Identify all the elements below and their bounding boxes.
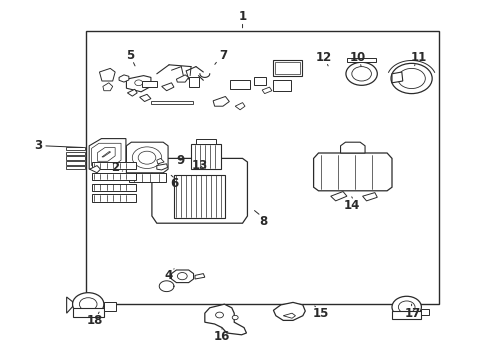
- Polygon shape: [126, 76, 151, 92]
- Text: 7: 7: [219, 49, 227, 62]
- Bar: [151, 101, 193, 104]
- Bar: [66, 161, 85, 165]
- Bar: [92, 184, 136, 191]
- Polygon shape: [314, 153, 392, 191]
- Bar: [66, 152, 85, 155]
- Bar: [104, 302, 116, 311]
- Text: 9: 9: [176, 154, 184, 167]
- Polygon shape: [195, 274, 205, 279]
- Bar: [189, 77, 199, 87]
- Bar: [142, 81, 157, 87]
- Circle shape: [232, 315, 238, 320]
- Text: 12: 12: [315, 51, 332, 64]
- Bar: [230, 80, 250, 89]
- Bar: [66, 166, 85, 169]
- Polygon shape: [162, 83, 174, 91]
- Bar: [254, 77, 266, 85]
- Circle shape: [216, 312, 223, 318]
- Polygon shape: [172, 270, 194, 283]
- Bar: [191, 144, 220, 169]
- Bar: [86, 31, 439, 304]
- Polygon shape: [157, 164, 168, 170]
- Polygon shape: [176, 75, 189, 82]
- Polygon shape: [152, 158, 247, 223]
- Text: 2: 2: [111, 161, 119, 174]
- Text: 8: 8: [260, 215, 268, 228]
- Bar: [275, 62, 300, 74]
- Polygon shape: [262, 87, 272, 94]
- Polygon shape: [103, 83, 113, 91]
- Bar: [392, 311, 421, 319]
- Bar: [347, 58, 376, 62]
- Circle shape: [391, 63, 432, 94]
- Circle shape: [135, 80, 143, 86]
- Text: 10: 10: [349, 51, 366, 64]
- Polygon shape: [140, 94, 151, 102]
- Polygon shape: [67, 297, 73, 313]
- Bar: [66, 147, 85, 150]
- Text: 11: 11: [411, 51, 427, 64]
- Text: 13: 13: [192, 159, 208, 172]
- Polygon shape: [89, 139, 126, 169]
- Polygon shape: [341, 142, 365, 153]
- Bar: [273, 60, 302, 76]
- Circle shape: [73, 293, 104, 316]
- Circle shape: [132, 147, 162, 168]
- Polygon shape: [392, 72, 403, 83]
- Circle shape: [79, 298, 97, 311]
- Polygon shape: [213, 96, 229, 106]
- Circle shape: [138, 151, 156, 164]
- Polygon shape: [99, 68, 115, 81]
- Polygon shape: [363, 193, 377, 201]
- Polygon shape: [331, 192, 347, 201]
- Text: 15: 15: [313, 307, 329, 320]
- Circle shape: [398, 301, 415, 313]
- Polygon shape: [119, 75, 129, 82]
- Polygon shape: [283, 313, 295, 318]
- Bar: [273, 80, 291, 91]
- Polygon shape: [90, 166, 100, 173]
- Text: 17: 17: [404, 307, 421, 320]
- Text: 16: 16: [214, 330, 230, 343]
- Bar: [92, 173, 136, 180]
- Bar: [92, 194, 136, 202]
- Text: 6: 6: [170, 177, 178, 190]
- Text: 3: 3: [34, 139, 42, 152]
- Bar: [174, 175, 225, 218]
- Polygon shape: [235, 103, 245, 110]
- Polygon shape: [273, 302, 305, 320]
- Text: 18: 18: [86, 314, 103, 327]
- Bar: [66, 156, 85, 160]
- Polygon shape: [126, 142, 168, 173]
- Text: 4: 4: [165, 269, 173, 282]
- Circle shape: [392, 296, 421, 318]
- Circle shape: [177, 273, 187, 280]
- Polygon shape: [127, 89, 137, 96]
- Bar: [73, 308, 104, 317]
- Polygon shape: [157, 158, 164, 164]
- Text: 14: 14: [343, 199, 360, 212]
- Bar: [129, 173, 166, 182]
- Circle shape: [346, 62, 377, 85]
- Polygon shape: [421, 309, 429, 315]
- Polygon shape: [205, 304, 246, 335]
- Circle shape: [398, 68, 425, 89]
- Bar: [196, 139, 216, 144]
- Bar: [92, 162, 136, 169]
- Text: 1: 1: [239, 10, 246, 23]
- Text: 5: 5: [126, 49, 134, 62]
- Circle shape: [352, 67, 371, 81]
